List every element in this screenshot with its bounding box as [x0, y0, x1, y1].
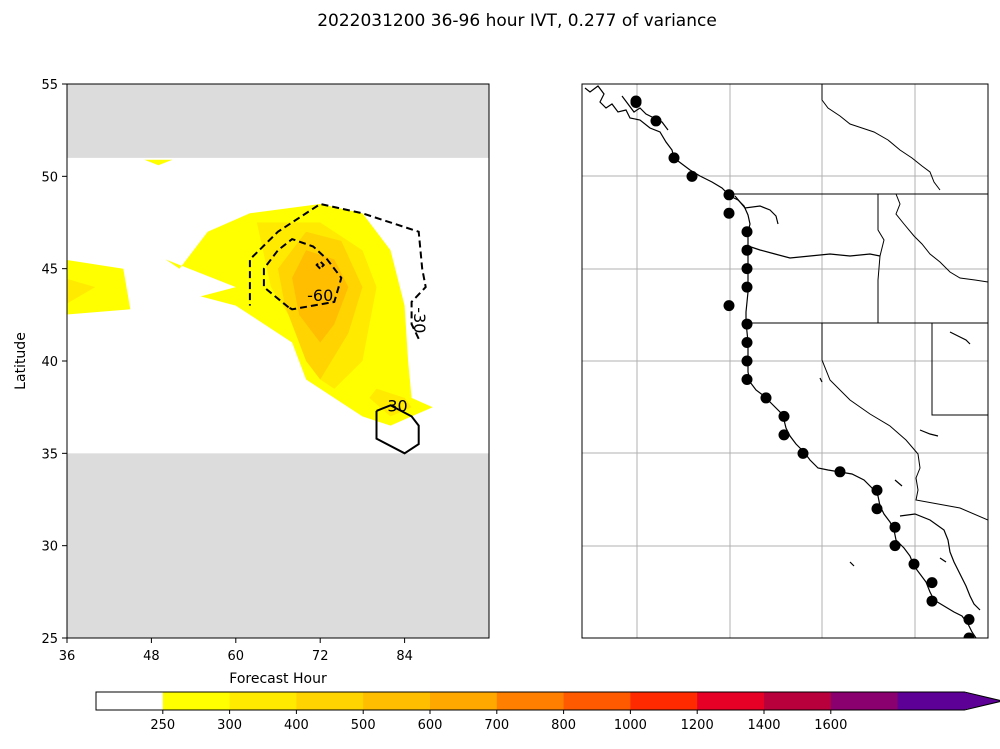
map-marker: [741, 226, 753, 238]
map-marker: [963, 632, 975, 638]
map-marker: [686, 170, 698, 182]
map-marker: [668, 152, 680, 164]
contour-line--90: [315, 259, 326, 270]
colorbar-segment: [430, 692, 498, 710]
map-marker: [871, 503, 883, 515]
colorbar-tick-label: 700: [484, 718, 509, 733]
map-marker: [760, 392, 772, 404]
colorbar: 250 300 400 500 600 700 800 1000 1200 1400 1600: [95, 691, 1000, 733]
map-marker: [963, 614, 975, 626]
map-marker: [741, 318, 753, 330]
colorbar-extend-arrow: [962, 692, 1000, 710]
colorbar-segment: [897, 692, 965, 710]
y-tick-label: 25: [41, 632, 58, 647]
contour-line--60: [262, 237, 343, 311]
colorbar-tick-label: 1400: [747, 718, 780, 733]
filled-contour-300-0: [67, 278, 96, 304]
map-marker: [871, 484, 883, 496]
map-marker: [889, 521, 901, 533]
y-tick-label: 45: [41, 263, 58, 278]
y-tick-label: 40: [41, 355, 58, 370]
contour-panel: -30 -60 30 36 48 60 72 84 25 30 35 40 45 50 55 Forec…: [13, 78, 490, 687]
colorbar-segment: [296, 692, 364, 710]
contour-line--30: [248, 202, 427, 340]
colorbar-tick-label: 400: [284, 718, 309, 733]
filled-contour-250-1: [144, 159, 173, 166]
colorbar-tick-label: 800: [551, 718, 576, 733]
map-marker: [908, 558, 920, 570]
point-markers: [630, 95, 975, 638]
colorbar-segment: [229, 692, 297, 710]
x-tick-label: 60: [228, 649, 245, 664]
colorbar-tick-label: 1200: [681, 718, 714, 733]
colorbar-segment: [630, 692, 698, 710]
map-marker: [778, 429, 790, 441]
colorbar-segment: [697, 692, 765, 710]
y-tick-label: 35: [41, 447, 58, 462]
colorbar-tick-label: 1600: [814, 718, 847, 733]
colorbar-tick-label: 1000: [614, 718, 647, 733]
filled-contour-250-0: [67, 259, 131, 315]
x-tick-label: 84: [396, 649, 413, 664]
y-tick-label: 55: [41, 78, 58, 93]
colorbar-segment: [363, 692, 431, 710]
colorbar-segment: [830, 692, 899, 710]
colorbar-segment: [96, 692, 164, 710]
map-marker: [723, 207, 735, 219]
y-tick-label: 50: [41, 170, 58, 185]
colorbar-tick-label: 250: [150, 718, 175, 733]
colorbar-segment: [563, 692, 631, 710]
contour-label--30: -30: [410, 307, 429, 333]
y-tick-label: 30: [41, 540, 58, 555]
x-tick-label: 36: [59, 649, 76, 664]
colorbar-tick-label: 600: [418, 718, 443, 733]
map-marker: [741, 244, 753, 256]
colorbar-segment: [162, 692, 231, 710]
map-marker: [723, 300, 735, 312]
x-tick-label: 48: [143, 649, 160, 664]
colorbar-segment: [496, 692, 565, 710]
figure-title: 2022031200 36-96 hour IVT, 0.277 of vari…: [317, 11, 717, 31]
map-marker: [834, 466, 846, 478]
map-marker: [650, 115, 662, 127]
missing-data-band-1: [67, 84, 489, 158]
state-boundaries: [730, 84, 988, 521]
missing-data-band-0: [67, 453, 489, 638]
map-marker: [926, 595, 938, 607]
map-gridlines: [582, 84, 988, 638]
map-marker: [630, 96, 642, 108]
x-axis-label: Forecast Hour: [229, 671, 327, 687]
colorbar-outline: [95, 691, 1000, 711]
map-marker: [926, 577, 938, 589]
map-marker: [741, 355, 753, 367]
colorbar-tick-label: 300: [217, 718, 242, 733]
map-marker: [741, 263, 753, 275]
filled-contour-500-0: [292, 250, 349, 343]
map-marker: [741, 373, 753, 385]
filled-contour-300-1: [369, 388, 412, 417]
map-panel: [581, 83, 989, 639]
colorbar-segment: [764, 692, 832, 710]
map-marker: [778, 410, 790, 422]
map-marker: [797, 447, 809, 459]
x-tick-label: 72: [312, 649, 329, 664]
map-axes-frame: [581, 83, 989, 639]
colorbar-tick-label: 500: [351, 718, 376, 733]
y-axis-label: Latitude: [13, 332, 29, 390]
contour-label--60: -60: [307, 286, 333, 305]
map-marker: [889, 540, 901, 552]
contour-line-30: [375, 404, 420, 455]
map-marker: [741, 337, 753, 349]
map-marker: [723, 189, 735, 201]
map-marker: [741, 281, 753, 293]
contour-label-30: 30: [387, 397, 407, 416]
